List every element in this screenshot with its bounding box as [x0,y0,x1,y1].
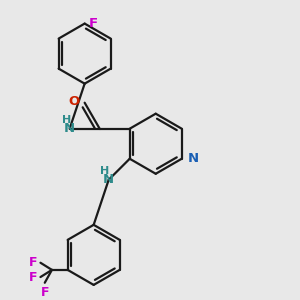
Text: O: O [68,95,80,108]
Text: F: F [29,256,38,269]
Text: N: N [103,173,114,186]
Text: H: H [100,166,110,176]
Text: N: N [64,122,75,135]
Text: N: N [188,152,199,165]
Text: F: F [89,16,98,29]
Text: F: F [40,286,49,299]
Text: F: F [29,271,38,284]
Text: H: H [61,115,71,125]
